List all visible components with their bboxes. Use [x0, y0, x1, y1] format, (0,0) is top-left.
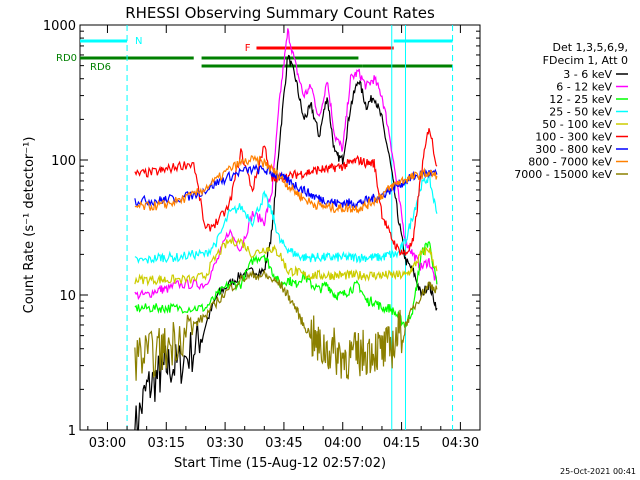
legend-entry-label: 800 - 7000 keV — [528, 156, 612, 169]
plot-frame — [79, 24, 481, 431]
y-tick-label: 1000 — [43, 19, 76, 34]
legend-entry-label: 300 - 800 keV — [535, 143, 612, 156]
chart-title: RHESSI Observing Summary Count Rates — [125, 4, 435, 22]
series-line-25-50-kev — [134, 171, 438, 265]
legend-entry-label: 6 - 12 keV — [556, 81, 612, 94]
x-tick-label: 03:30 — [206, 436, 243, 451]
y-tick-label: 10 — [59, 289, 76, 304]
legend: Det 1,3,5,6,9,FDecim 1, Att 03 - 6 keV6 … — [514, 41, 628, 181]
x-tick-label: 04:30 — [442, 436, 479, 451]
x-axis-label: Start Time (15-Aug-12 02:57:02) — [174, 456, 386, 471]
x-tick-label: 04:00 — [324, 436, 361, 451]
legend-entry-label: 12 - 25 keV — [549, 93, 612, 106]
flag-label-rd0: RD0 — [56, 53, 77, 64]
series-line-50-100-kev — [134, 236, 438, 287]
legend-header: FDecim 1, Att 0 — [543, 54, 628, 67]
x-tick-label: 04:15 — [383, 436, 420, 451]
series-line-100-300-kev — [134, 128, 438, 256]
axes: 03:00 03:15 03:30 03:45 04:00 04:15 04:30 1 10 10… — [43, 19, 480, 451]
legend-entry-label: 100 - 300 keV — [535, 131, 612, 144]
flag-label-f: F — [245, 43, 251, 54]
series-line-12-25-kev — [134, 240, 438, 328]
y-axis-label: Count Rate (s⁻¹ detector⁻¹) — [22, 137, 37, 314]
legend-entry-label: 25 - 50 keV — [549, 106, 612, 119]
plot-border — [79, 24, 481, 431]
footer-timestamp: 25-Oct-2021 00:41 — [560, 467, 636, 476]
flag-label-rd6: RD6 — [90, 62, 111, 73]
series-line-6-12-kev — [134, 28, 438, 301]
legend-entry-label: 3 - 6 keV — [563, 68, 612, 81]
series-lines — [134, 28, 438, 431]
y-tick-label: 100 — [51, 154, 76, 169]
legend-header: Det 1,3,5,6,9, — [552, 41, 628, 54]
x-tick-label: 03:00 — [89, 436, 126, 451]
legend-entry-label: 7000 - 15000 keV — [514, 168, 612, 181]
x-tick-label: 03:15 — [148, 436, 185, 451]
y-tick-label: 1 — [68, 424, 76, 439]
x-tick-label: 03:45 — [265, 436, 302, 451]
legend-entry-label: 50 - 100 keV — [542, 118, 612, 131]
flag-label-n: N — [135, 36, 142, 47]
flag-bars: N F RD0 RD6 — [56, 36, 453, 73]
series-line-7000-15000-kev — [134, 269, 438, 381]
series-line-300-800-kev — [134, 163, 438, 209]
series-line-800-7000-kev — [134, 154, 438, 214]
series-line-3-6-kev — [134, 54, 438, 431]
